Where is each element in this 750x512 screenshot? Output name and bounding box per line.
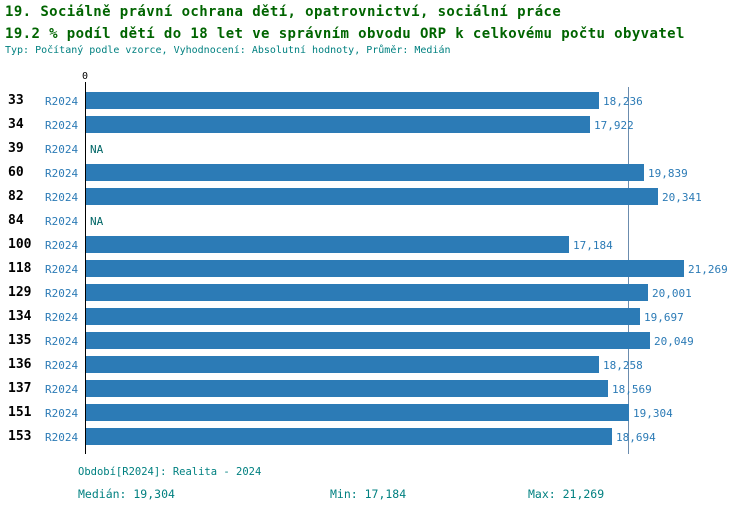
chart-row: 84 R2024 NA xyxy=(0,209,750,233)
row-category-label: 135 xyxy=(8,333,32,348)
row-category-label: 100 xyxy=(8,237,32,252)
row-category-label: 136 xyxy=(8,357,32,372)
x-axis-zero-label: 0 xyxy=(81,71,89,82)
period-label: Období[R2024]: Realita - 2024 xyxy=(78,466,262,478)
bar-value-label: 17,184 xyxy=(573,239,613,252)
bar xyxy=(86,332,650,349)
y-axis-line xyxy=(85,87,86,454)
bar-value-label: 20,001 xyxy=(652,287,692,300)
chart-row: 82 R2024 20,341 xyxy=(0,185,750,209)
row-category-label: 137 xyxy=(8,381,32,396)
bar xyxy=(86,404,629,421)
bar xyxy=(86,308,640,325)
row-series-label: R2024 xyxy=(45,383,79,396)
x-axis-tick xyxy=(85,82,86,87)
bar xyxy=(86,428,612,445)
row-category-label: 60 xyxy=(8,165,24,180)
bar-value-label: 19,839 xyxy=(648,167,688,180)
row-category-label: 39 xyxy=(8,141,24,156)
row-category-label: 153 xyxy=(8,429,32,444)
row-series-label: R2024 xyxy=(45,143,79,156)
chart-row: 135 R2024 20,049 xyxy=(0,329,750,353)
row-category-label: 33 xyxy=(8,93,24,108)
row-category-label: 129 xyxy=(8,285,32,300)
chart-row: 129 R2024 20,001 xyxy=(0,281,750,305)
bar-value-label: 17,922 xyxy=(594,119,634,132)
bar-value-label: 21,269 xyxy=(688,263,728,276)
bar xyxy=(86,356,599,373)
bar xyxy=(86,92,599,109)
row-category-label: 34 xyxy=(8,117,24,132)
row-series-label: R2024 xyxy=(45,431,79,444)
chart-row: 151 R2024 19,304 xyxy=(0,401,750,425)
chart-row: 118 R2024 21,269 xyxy=(0,257,750,281)
bar xyxy=(86,188,658,205)
chart-row: 134 R2024 19,697 xyxy=(0,305,750,329)
chart-row: 100 R2024 17,184 xyxy=(0,233,750,257)
row-series-label: R2024 xyxy=(45,167,79,180)
row-category-label: 82 xyxy=(8,189,24,204)
row-na-label: NA xyxy=(90,215,104,228)
bar-value-label: 19,304 xyxy=(633,407,673,420)
chart-row: 39 R2024 NA xyxy=(0,137,750,161)
bar-value-label: 18,694 xyxy=(616,431,656,444)
chart-row: 136 R2024 18,258 xyxy=(0,353,750,377)
bar xyxy=(86,236,569,253)
bar xyxy=(86,380,608,397)
bar xyxy=(86,260,684,277)
chart-title: 19. Sociálně právní ochrana dětí, opatro… xyxy=(5,4,562,20)
bar-value-label: 20,341 xyxy=(662,191,702,204)
bar xyxy=(86,164,644,181)
row-series-label: R2024 xyxy=(45,335,79,348)
row-series-label: R2024 xyxy=(45,239,79,252)
chart-row: 153 R2024 18,694 xyxy=(0,425,750,449)
bar-value-label: 18,569 xyxy=(612,383,652,396)
bar-value-label: 20,049 xyxy=(654,335,694,348)
row-series-label: R2024 xyxy=(45,359,79,372)
row-series-label: R2024 xyxy=(45,287,79,300)
row-na-label: NA xyxy=(90,143,104,156)
row-series-label: R2024 xyxy=(45,263,79,276)
bar-value-label: 18,258 xyxy=(603,359,643,372)
chart-meta-line: Typ: Počítaný podle vzorce, Vyhodnocení:… xyxy=(5,45,451,56)
row-category-label: 118 xyxy=(8,261,32,276)
chart-row: 33 R2024 18,236 xyxy=(0,89,750,113)
row-series-label: R2024 xyxy=(45,407,79,420)
row-series-label: R2024 xyxy=(45,191,79,204)
chart-row: 137 R2024 18,569 xyxy=(0,377,750,401)
chart-row: 60 R2024 19,839 xyxy=(0,161,750,185)
row-series-label: R2024 xyxy=(45,119,79,132)
row-category-label: 134 xyxy=(8,309,32,324)
bar-value-label: 19,697 xyxy=(644,311,684,324)
chart-subtitle: 19.2 % podíl dětí do 18 let ve správním … xyxy=(5,26,685,42)
bar xyxy=(86,284,648,301)
row-series-label: R2024 xyxy=(45,311,79,324)
row-category-label: 84 xyxy=(8,213,24,228)
bar xyxy=(86,116,590,133)
row-series-label: R2024 xyxy=(45,95,79,108)
row-series-label: R2024 xyxy=(45,215,79,228)
min-stat-label: Min: 17,184 xyxy=(330,487,407,501)
row-category-label: 151 xyxy=(8,405,32,420)
chart-row: 34 R2024 17,922 xyxy=(0,113,750,137)
bar-value-label: 18,236 xyxy=(603,95,643,108)
chart-rows: 33 R2024 18,236 34 R2024 17,922 39 R2024 NA 60 R20… xyxy=(0,89,750,449)
median-stat-label: Medián: 19,304 xyxy=(78,487,175,501)
max-stat-label: Max: 21,269 xyxy=(528,487,605,501)
